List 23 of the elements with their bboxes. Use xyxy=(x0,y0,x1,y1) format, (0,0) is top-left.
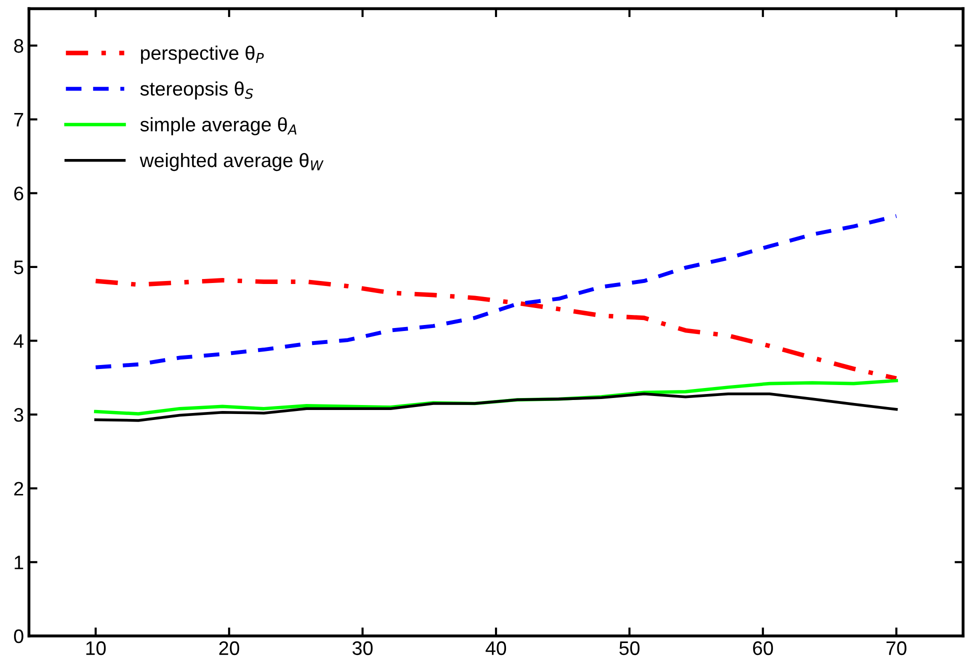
x-tick-label: 40 xyxy=(486,641,506,656)
x-tick-label: 70 xyxy=(886,641,906,656)
y-tick-label: 1 xyxy=(14,556,24,570)
line-series xyxy=(94,392,898,422)
x-tick-label: 50 xyxy=(619,641,640,656)
y-tick-label: 4 xyxy=(14,334,24,348)
y-tick-label: 8 xyxy=(14,39,24,53)
legend-label: simple average θ$_{A}$ xyxy=(140,117,296,136)
x-tick-label: 10 xyxy=(86,641,106,656)
y-tick-label: 7 xyxy=(14,113,24,126)
legend-label: perspective θ$_{P}$ xyxy=(141,46,264,64)
y-tick-label: 3 xyxy=(14,408,24,422)
legend-label: weighted average θ$_{W}$ xyxy=(140,152,324,172)
y-tick-label: 5 xyxy=(14,260,24,274)
y-tick-label: 2 xyxy=(14,482,24,496)
y-tick-label: 0 xyxy=(14,629,24,644)
line-series xyxy=(93,278,899,381)
line-series xyxy=(94,214,898,370)
x-tick-label: 30 xyxy=(352,641,373,656)
x-tick-label: 60 xyxy=(753,641,773,656)
y-tick-label: 6 xyxy=(14,186,24,200)
x-tick-label: 20 xyxy=(219,641,240,656)
legend-label: stereopsis θ$_{S}$ xyxy=(140,81,254,100)
